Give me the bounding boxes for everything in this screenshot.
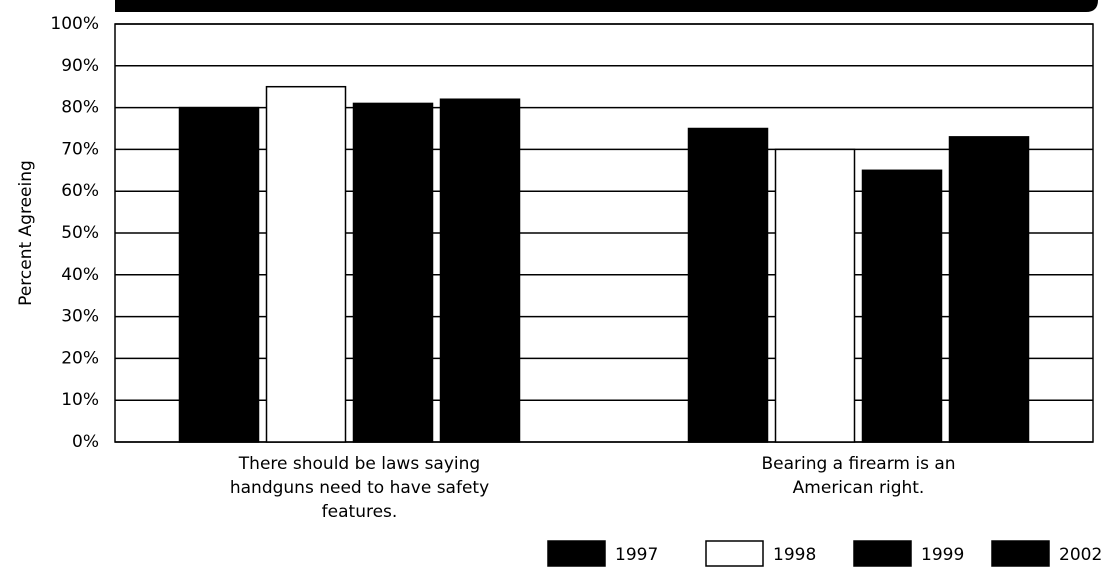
bar	[687, 127, 769, 443]
y-tick-label: 80%	[61, 98, 99, 118]
bar	[774, 148, 856, 443]
x-tick-label: There should be laws saying handguns nee…	[229, 454, 490, 522]
y-tick-label: 30%	[61, 307, 99, 327]
y-tick-label: 0%	[72, 432, 99, 452]
header-strip	[60, 0, 1098, 12]
y-tick-label: 70%	[61, 139, 99, 159]
legend-swatch	[853, 540, 912, 567]
x-tick-label: Bearing a firearm is an American right.	[761, 454, 956, 498]
bar	[948, 136, 1030, 443]
legend-swatch	[705, 540, 764, 567]
y-tick-label: 10%	[61, 390, 99, 410]
legend-swatch	[991, 540, 1050, 567]
y-tick-label: 90%	[61, 56, 99, 76]
bar	[178, 106, 260, 443]
bar	[439, 98, 521, 443]
y-tick-label: 50%	[61, 223, 99, 243]
legend-label: 1997	[615, 545, 658, 565]
legend-swatch	[547, 540, 606, 567]
y-axis-label: Percent Agreeing	[16, 160, 36, 306]
legend-label: 1998	[773, 545, 816, 565]
y-tick-label: 100%	[50, 14, 99, 34]
bar	[861, 169, 943, 443]
y-tick-label: 40%	[61, 265, 99, 285]
bar	[265, 85, 347, 443]
y-tick-label: 20%	[61, 348, 99, 368]
legend-label: 1999	[921, 545, 964, 565]
y-tick-label: 60%	[61, 181, 99, 201]
legend-label: 2002	[1059, 545, 1102, 565]
bar	[352, 102, 434, 443]
